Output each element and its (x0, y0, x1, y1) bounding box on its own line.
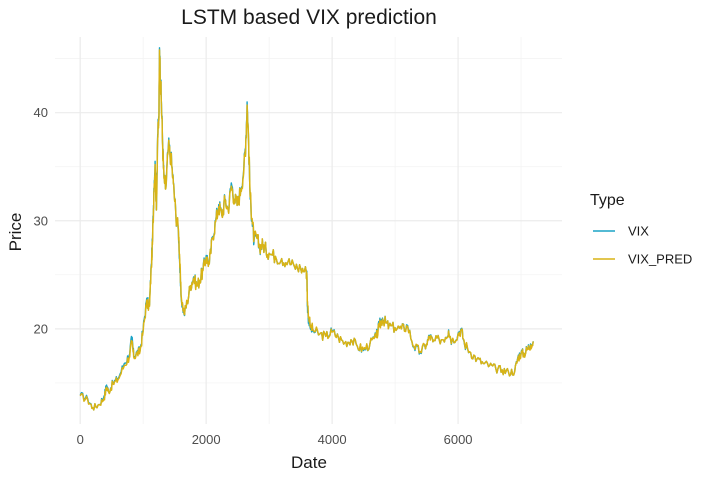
series-line-vix (79, 47, 534, 411)
tick-labels: 0 2000 4000 6000 20 30 40 (34, 105, 473, 447)
x-tick-label: 0 (77, 432, 84, 447)
grid (55, 37, 562, 424)
y-tick-label: 20 (34, 321, 48, 336)
x-tick-label: 2000 (192, 432, 221, 447)
y-tick-label: 30 (34, 213, 48, 228)
x-axis-title: Date (291, 453, 327, 472)
legend-title: Type (590, 192, 625, 209)
legend: Type VIX VIX_PRED (590, 192, 692, 267)
legend-label-vix-pred: VIX_PRED (628, 252, 692, 267)
y-tick-label: 40 (34, 105, 48, 120)
y-axis-title: Price (6, 213, 25, 252)
x-tick-label: 4000 (318, 432, 347, 447)
legend-items: VIX VIX_PRED (593, 224, 692, 267)
series-lines (79, 47, 534, 411)
legend-label-vix: VIX (628, 224, 649, 239)
series-line-vix-pred (79, 49, 534, 411)
x-tick-label: 6000 (444, 432, 473, 447)
chart-title: LSTM based VIX prediction (181, 6, 437, 29)
